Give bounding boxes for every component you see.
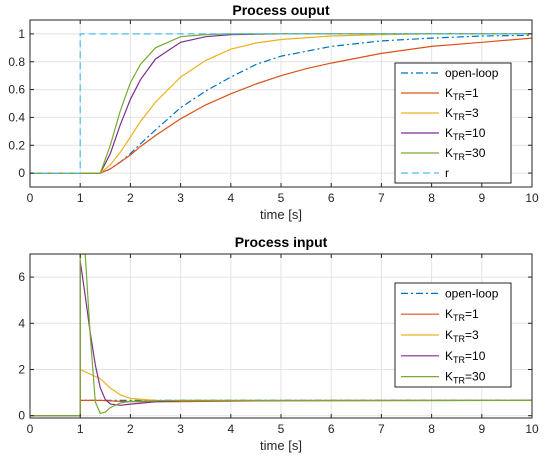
chart-title: Process ouput [232,2,330,18]
legend-label: KTR=3 [445,106,479,122]
x-tick-label: 6 [328,422,335,436]
chart-title: Process input [235,234,328,250]
x-tick-label: 1 [77,422,84,436]
series-group [30,33,532,174]
axes-1: 0 1 2 3 4 5 6 7 8 9 10 0 0.2 0.4 0.6 0.8 1 Process ouput t… [8,2,539,222]
legend-label: open-loop [445,66,499,80]
axes-2: 0 1 2 3 4 5 6 7 8 9 10 0 2 4 6 Process input time [s] ope… [18,234,539,453]
x-tick-label: 5 [278,191,285,205]
series-group [30,254,532,417]
x-tick-label: 4 [227,191,234,205]
x-tick-label: 2 [127,191,134,205]
y-tick-label: 0.2 [8,138,25,152]
y-tick-label: 0 [18,166,25,180]
x-tick-label: 8 [428,422,435,436]
legend: open-loop KTR=1 KTR=3 KTR=10 KTR=30 r [394,62,512,184]
y-tick-label: 2 [18,362,25,376]
x-tick-label: 5 [278,422,285,436]
legend-label: KTR=1 [445,307,479,323]
x-axis-label: time [s] [260,207,302,222]
y-tick-label: 4 [18,316,25,330]
x-tick-label: 9 [478,191,485,205]
legend-label: KTR=10 [445,126,486,142]
legend-box [394,62,512,184]
legend-label: open-loop [445,286,499,300]
x-tick-label: 10 [525,191,539,205]
x-axis-label: time [s] [260,438,302,453]
x-tick-label: 8 [428,191,435,205]
y-tick-label: 1 [18,27,25,41]
series-line-ktr-3 [30,33,532,174]
legend-label: KTR=30 [445,146,486,162]
y-tick-label: 0.4 [8,110,25,124]
x-tick-label: 10 [525,422,539,436]
series-line-r [30,33,532,174]
y-tick-label: 0 [18,409,25,423]
series-line-ktr-30 [30,254,532,417]
x-tick-label: 3 [177,422,184,436]
x-tick-label: 4 [227,422,234,436]
series-line-ktr-1 [30,37,532,174]
x-tick-label: 0 [27,191,34,205]
series-line-open-loop [30,34,532,174]
legend-label: KTR=10 [445,349,486,365]
x-tick-label: 7 [378,422,385,436]
series-line-ktr-10 [30,260,532,417]
x-tick-label: 3 [177,191,184,205]
y-tick-label: 0.6 [8,83,25,97]
y-tick-label: 6 [18,270,25,284]
legend-label: KTR=3 [445,328,479,344]
legend-label: KTR=1 [445,86,479,102]
x-tick-label: 2 [127,422,134,436]
x-tick-label: 1 [77,191,84,205]
x-tick-label: 6 [328,191,335,205]
x-tick-label: 9 [478,422,485,436]
x-tick-label: 7 [378,191,385,205]
x-tick-label: 0 [27,422,34,436]
legend-label: KTR=30 [445,370,486,386]
legend-label: r [445,166,449,180]
y-tick-label: 0.8 [8,55,25,69]
legend: open-loop KTR=1 KTR=3 KTR=10 KTR=30 [394,282,512,388]
